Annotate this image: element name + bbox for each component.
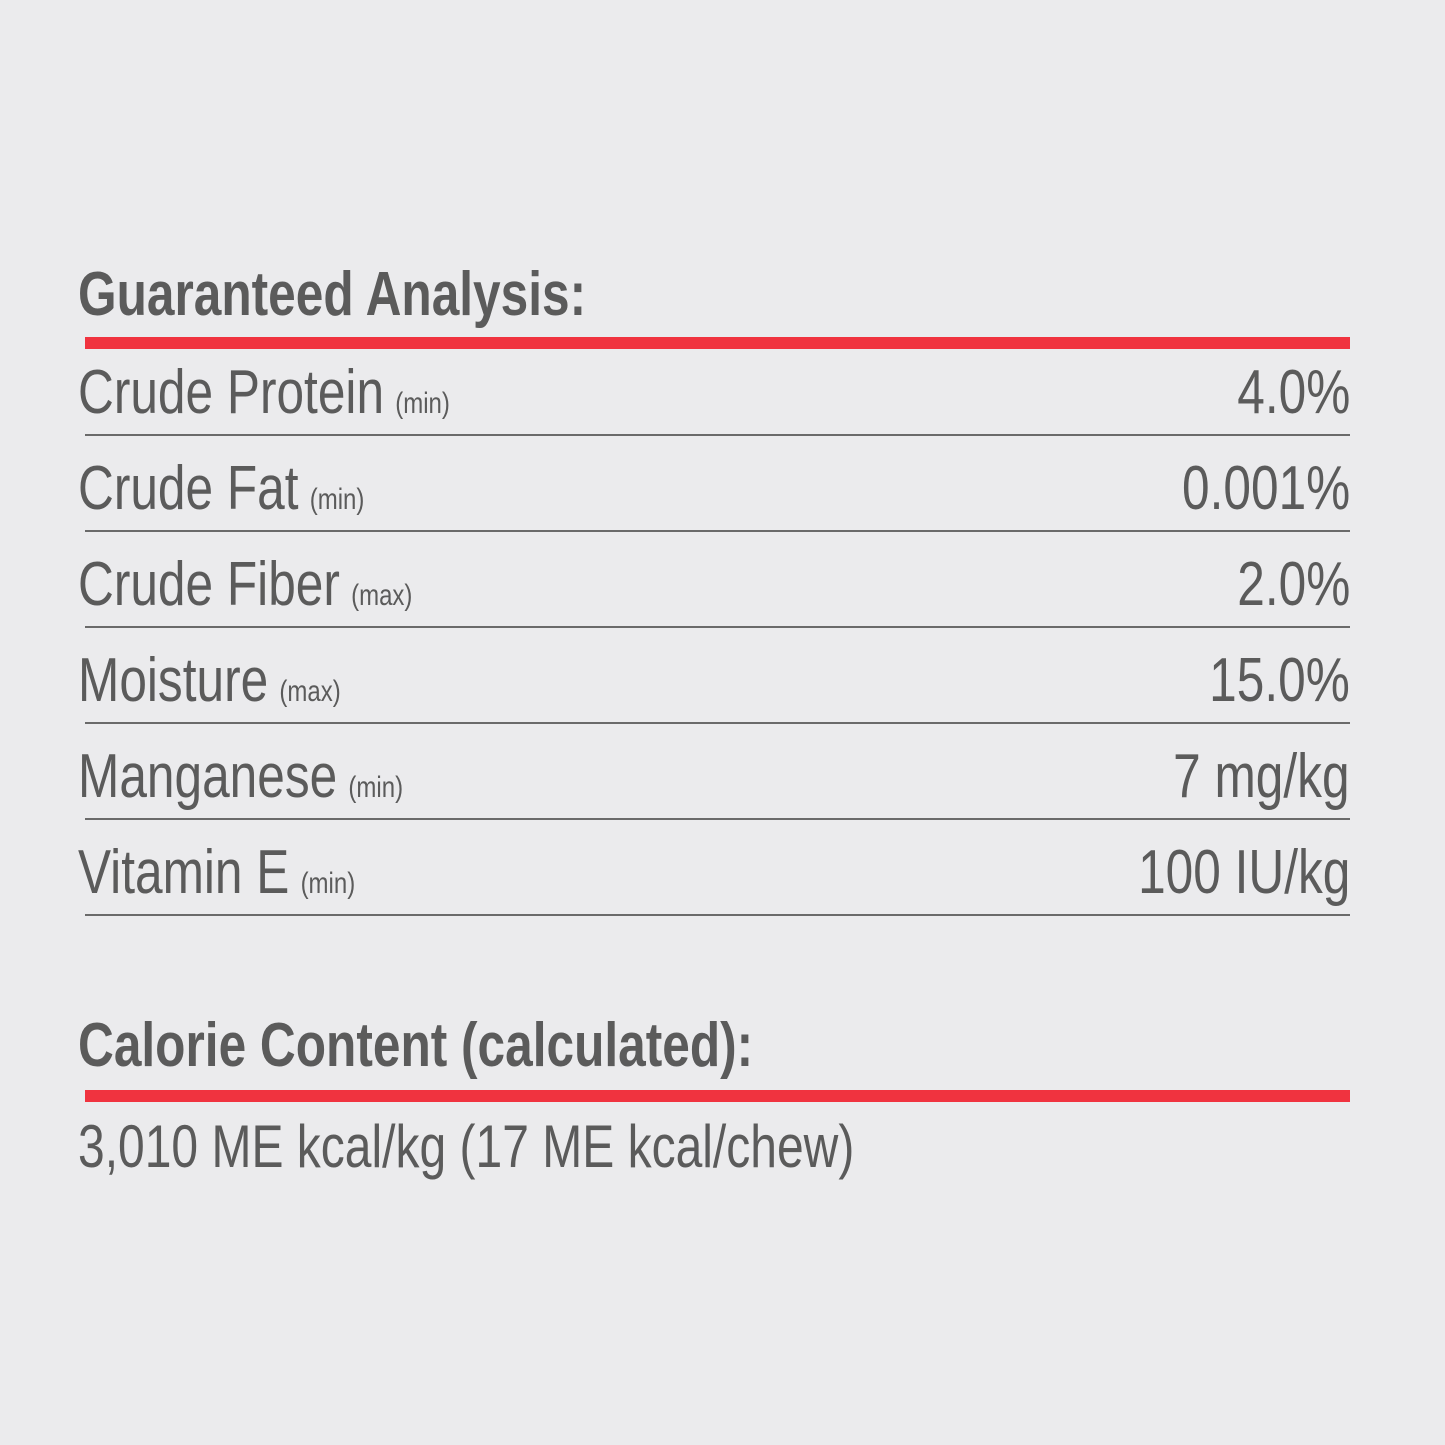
nutrient-name: Crude Fiber [78, 550, 340, 619]
nutrient-name: Moisture [78, 646, 269, 715]
nutrient-name: Manganese [78, 742, 338, 811]
nutrient-qualifier: (min) [395, 387, 450, 420]
nutrient-name: Vitamin E [78, 838, 290, 907]
nutrient-value: 15.0% [1209, 646, 1350, 715]
nutrient-name: Crude Fat [78, 454, 299, 523]
nutrient-qualifier: (max) [351, 579, 413, 612]
nutrient-value: 0.001% [1181, 454, 1350, 523]
nutrient-qualifier: (min) [348, 771, 404, 804]
analysis-table: Crude Protein (min) 4.0% Crude Fat (min) 0… [78, 342, 1350, 916]
nutrient-name: Crude Protein [78, 358, 385, 427]
accent-divider [85, 337, 1350, 349]
guaranteed-analysis-title: Guaranteed Analysis: [78, 260, 587, 329]
calorie-content-value: 3,010 ME kcal/kg (17 ME kcal/chew) [78, 1113, 855, 1180]
table-row: Manganese (min) 7 mg/kg [78, 724, 1350, 820]
nutrient-qualifier: (min) [300, 867, 356, 900]
table-row: Moisture (max) 15.0% [78, 628, 1350, 724]
accent-divider [85, 1090, 1350, 1102]
nutrient-value: 100 IU/kg [1137, 838, 1350, 907]
table-row: Vitamin E (min) 100 IU/kg [78, 820, 1350, 916]
table-row: Crude Fat (min) 0.001% [78, 436, 1350, 532]
nutrient-qualifier: (min) [309, 483, 365, 516]
nutrient-value: 2.0% [1236, 550, 1350, 619]
table-row: Crude Fiber (max) 2.0% [78, 532, 1350, 628]
nutrient-value: 4.0% [1236, 358, 1350, 427]
table-row: Crude Protein (min) 4.0% [78, 342, 1350, 436]
nutrient-qualifier: (max) [279, 675, 341, 708]
calorie-content-title: Calorie Content (calculated): [78, 1011, 754, 1080]
nutrient-value: 7 mg/kg [1173, 742, 1350, 811]
